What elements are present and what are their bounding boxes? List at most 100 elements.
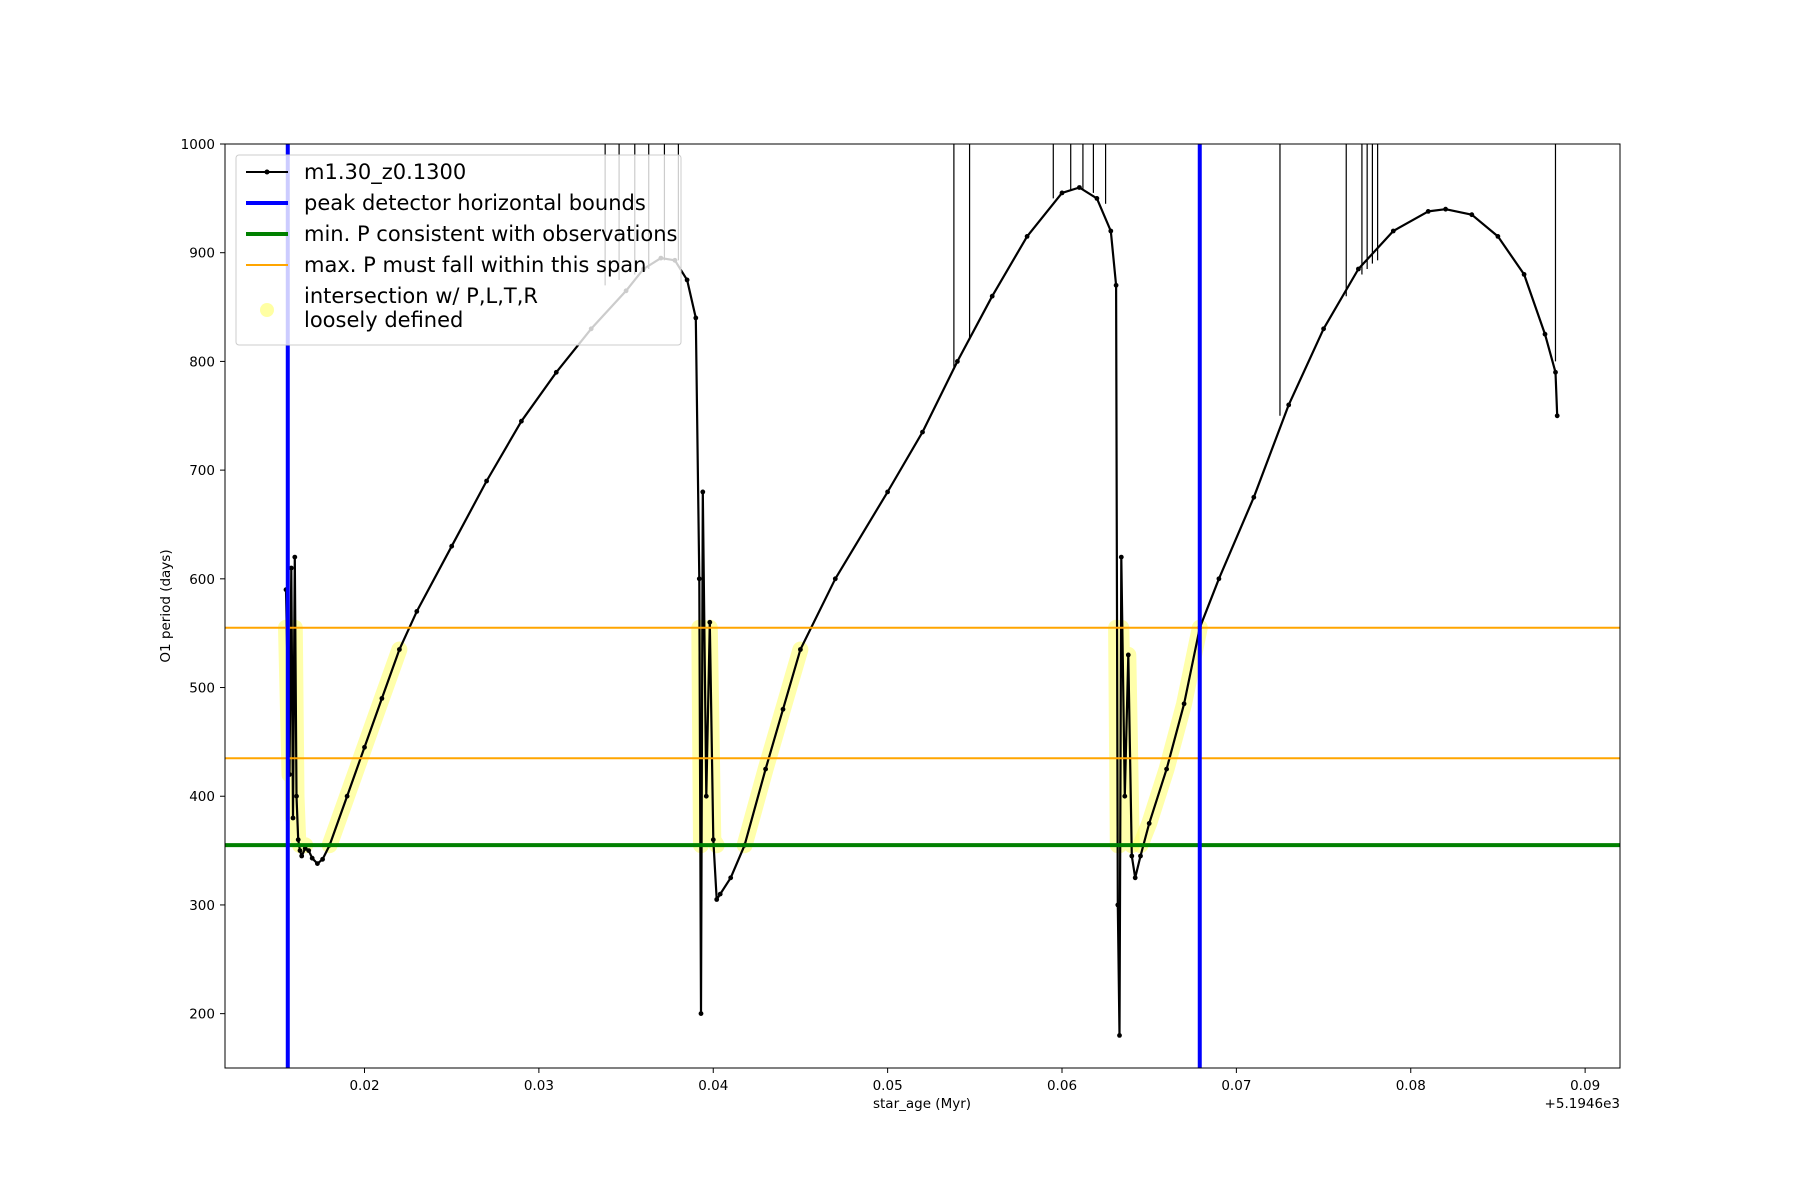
- series-point-32: [698, 1011, 704, 1016]
- series-point-39: [728, 875, 734, 881]
- series-point-73: [1425, 209, 1431, 214]
- series-point-71: [1356, 266, 1361, 272]
- plot-frame: [224, 143, 1621, 1069]
- series-point-50: [1059, 190, 1065, 196]
- series-point-53: [1108, 228, 1114, 234]
- legend-label-2: min. P consistent with observations: [304, 222, 677, 246]
- series-point-6: [295, 837, 301, 843]
- series-point-2: [288, 565, 294, 571]
- series-point-41: [763, 766, 768, 772]
- x-tick-label-3: 0.05: [873, 1078, 903, 1094]
- series-point-8: [299, 853, 305, 859]
- legend-label-0: m1.30_z0.1300: [304, 160, 466, 185]
- series-point-60: [1129, 853, 1135, 859]
- series-point-12: [315, 861, 320, 866]
- series-point-11: [309, 855, 315, 861]
- series-point-10: [306, 848, 312, 853]
- series-point-62: [1138, 853, 1143, 859]
- y-tick-label-8: 1000: [181, 137, 215, 153]
- x-tick-label-4: 0.06: [1047, 1078, 1077, 1094]
- series-point-3: [290, 815, 296, 821]
- series-point-34: [703, 793, 709, 799]
- series-point-17: [379, 696, 385, 701]
- legend-swatch-4: [260, 303, 274, 317]
- series-point-57: [1118, 554, 1124, 560]
- series-point-15: [344, 793, 350, 799]
- series-point-78: [1542, 331, 1548, 337]
- series-point-19: [414, 609, 420, 614]
- series-point-80: [1554, 413, 1560, 419]
- series-point-7: [297, 848, 303, 853]
- series-point-75: [1469, 212, 1475, 218]
- series-point-61: [1132, 875, 1138, 881]
- legend-box: [235, 154, 682, 346]
- horizontal-lines: [225, 626, 1620, 848]
- y-axis-ticks: 200 300 400 500 600 700 800 900 1000: [181, 137, 225, 1023]
- series-point-79: [1553, 369, 1558, 375]
- legend-label-3: max. P must fall within this span: [304, 253, 646, 277]
- series-point-5: [294, 793, 299, 799]
- series-point-59: [1125, 652, 1131, 658]
- series-point-22: [519, 418, 524, 424]
- series-point-37: [714, 897, 720, 902]
- x-tick-label-2: 0.04: [698, 1078, 728, 1094]
- series-point-33: [700, 489, 706, 495]
- series-point-63: [1146, 821, 1152, 826]
- series-point-23: [553, 369, 559, 375]
- series-point-35: [707, 619, 713, 625]
- y-tick-label-3: 500: [189, 681, 215, 697]
- series-point-72: [1390, 228, 1396, 234]
- series-point-45: [885, 489, 890, 495]
- x-tick-label-6: 0.08: [1396, 1078, 1426, 1094]
- series-point-9: [302, 846, 308, 851]
- y-tick-label-4: 600: [189, 572, 215, 588]
- y-tick-label-5: 700: [189, 463, 215, 479]
- series-point-13: [320, 856, 325, 862]
- x-tick-label-1: 0.03: [524, 1078, 554, 1094]
- series-point-65: [1181, 701, 1187, 707]
- series-point-64: [1164, 766, 1169, 772]
- series-point-43: [798, 647, 803, 652]
- series-point-76: [1495, 234, 1501, 239]
- series-point-77: [1521, 272, 1527, 277]
- series-point-21: [484, 478, 489, 484]
- x-axis-label: star_age (Myr): [873, 1096, 971, 1112]
- series-point-54: [1113, 282, 1119, 288]
- series-point-56: [1117, 1033, 1122, 1038]
- series-point-16: [362, 744, 367, 750]
- y-tick-label-7: 900: [189, 246, 215, 262]
- series-point-49: [1024, 234, 1030, 239]
- series-point-68: [1251, 494, 1257, 500]
- x-tick-label-5: 0.07: [1221, 1078, 1251, 1094]
- series-point-58: [1122, 793, 1128, 799]
- legend-swatch-marker-0: [264, 169, 270, 175]
- legend-label-4: intersection w/ P,L,T,R loosely defined: [304, 284, 538, 332]
- series-point-67: [1216, 576, 1222, 582]
- series-point-36: [710, 837, 716, 843]
- series-point-20: [449, 543, 455, 549]
- series-point-30: [693, 315, 699, 321]
- series-point-38: [717, 891, 723, 897]
- y-axis-label: O1 period (days): [158, 549, 174, 662]
- y-tick-label-0: 200: [189, 1007, 215, 1023]
- series-point-52: [1094, 196, 1100, 201]
- series-point-51: [1077, 185, 1082, 190]
- series-point-48: [989, 293, 995, 299]
- series-point-29: [684, 277, 690, 283]
- x-tick-label-7: 0.09: [1570, 1078, 1600, 1094]
- series-point-31: [696, 576, 702, 582]
- series-point-44: [832, 576, 838, 582]
- legend-label-1: peak detector horizontal bounds: [304, 191, 646, 215]
- series-point-55: [1115, 902, 1121, 908]
- y-tick-label-6: 800: [189, 354, 215, 370]
- series-point-70: [1321, 326, 1326, 332]
- y-tick-label-2: 400: [189, 789, 215, 805]
- series-point-74: [1443, 206, 1448, 212]
- series-point-18: [397, 647, 402, 652]
- x-axis-offset-label: +5.1946e3: [1545, 1096, 1620, 1112]
- series-point-4: [292, 554, 298, 560]
- series-point-46: [920, 429, 925, 435]
- series-point-42: [780, 706, 786, 712]
